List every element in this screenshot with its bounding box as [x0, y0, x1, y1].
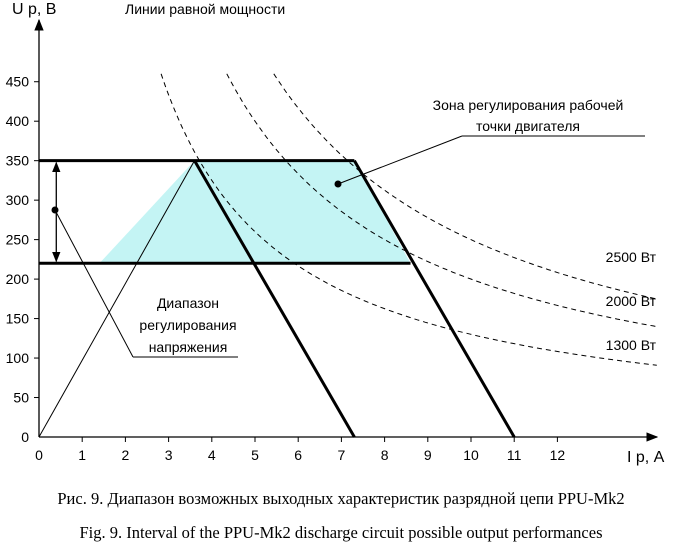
power-curve-label: 2500 Вт: [606, 249, 657, 265]
x-tick-label: 1: [78, 447, 86, 463]
zone-leader: [337, 135, 463, 185]
chart: 0 1 2 3 4 5 6 7 8 9 10 11 12 05010015020025030035040…: [6, 1, 665, 466]
y-ticks: 0 50 100 150 200 250 300 350 400 450: [6, 74, 39, 445]
voltage-leader: [54, 209, 134, 358]
constant-power-curves: [160, 73, 657, 366]
x-tick-label: 11: [507, 447, 522, 463]
voltage-leader-dot: [51, 206, 59, 214]
x-tick-label: 8: [381, 447, 389, 463]
voltage-label-line-1: Диапазон: [157, 295, 219, 311]
zone-leader-dot: [334, 180, 342, 188]
regulation-zone-fill: [99, 160, 411, 264]
x-tick-label: 12: [550, 447, 566, 463]
right-boundary-line: [353, 159, 516, 438]
y-tick-label: 200: [6, 271, 30, 287]
x-axis-title: I р, А: [627, 449, 665, 466]
x-tick-label: 3: [165, 447, 173, 463]
y-tick-label: 0: [21, 429, 29, 445]
constant-power-curve: [160, 73, 657, 366]
power-curve-label: 1300 Вт: [606, 337, 657, 353]
caption-en: Fig. 9. Interval of the PPU-Mk2 discharg…: [79, 523, 603, 542]
left-boundary-line: [193, 159, 356, 438]
x-tick-label: 7: [338, 447, 346, 463]
x-tick-label: 0: [35, 447, 43, 463]
x-tick-label: 2: [122, 447, 130, 463]
x-tick-label: 5: [251, 447, 259, 463]
x-tick-label: 9: [424, 447, 432, 463]
y-tick-label: 350: [6, 153, 30, 169]
y-tick-label: 300: [6, 192, 30, 208]
x-tick-label: 4: [208, 447, 216, 463]
zone-label-line-2: точки двигателя: [476, 118, 580, 134]
constant-power-curve: [273, 73, 657, 300]
y-tick-label: 400: [6, 113, 30, 129]
triangle-thin-line: [38, 160, 195, 438]
x-tick-label: 6: [294, 447, 302, 463]
voltage-label-line-3: напряжения: [149, 339, 228, 355]
y-tick-label: 100: [6, 350, 30, 366]
caption-ru: Рис. 9. Диапазон возможных выходных хара…: [57, 489, 625, 508]
y-tick-label: 250: [6, 232, 30, 248]
y-tick-label: 50: [13, 390, 29, 406]
y-tick-label: 450: [6, 74, 30, 90]
y-tick-label: 150: [6, 311, 30, 327]
x-tick-label: 10: [463, 447, 479, 463]
voltage-label-line-2: регулирования: [139, 317, 236, 333]
power-curve-labels: 2500 Вт 2000 Вт 1300 Вт: [606, 249, 657, 353]
power-curve-label: 2000 Вт: [606, 293, 657, 309]
constant-power-label: Линии равной мощности: [125, 1, 285, 17]
x-ticks: 0 1 2 3 4 5 6 7 8 9 10 11 12: [35, 437, 565, 463]
zone-label-line-1: Зона регулирования рабочей: [433, 97, 624, 113]
y-axis-title: U р, В: [12, 1, 56, 18]
